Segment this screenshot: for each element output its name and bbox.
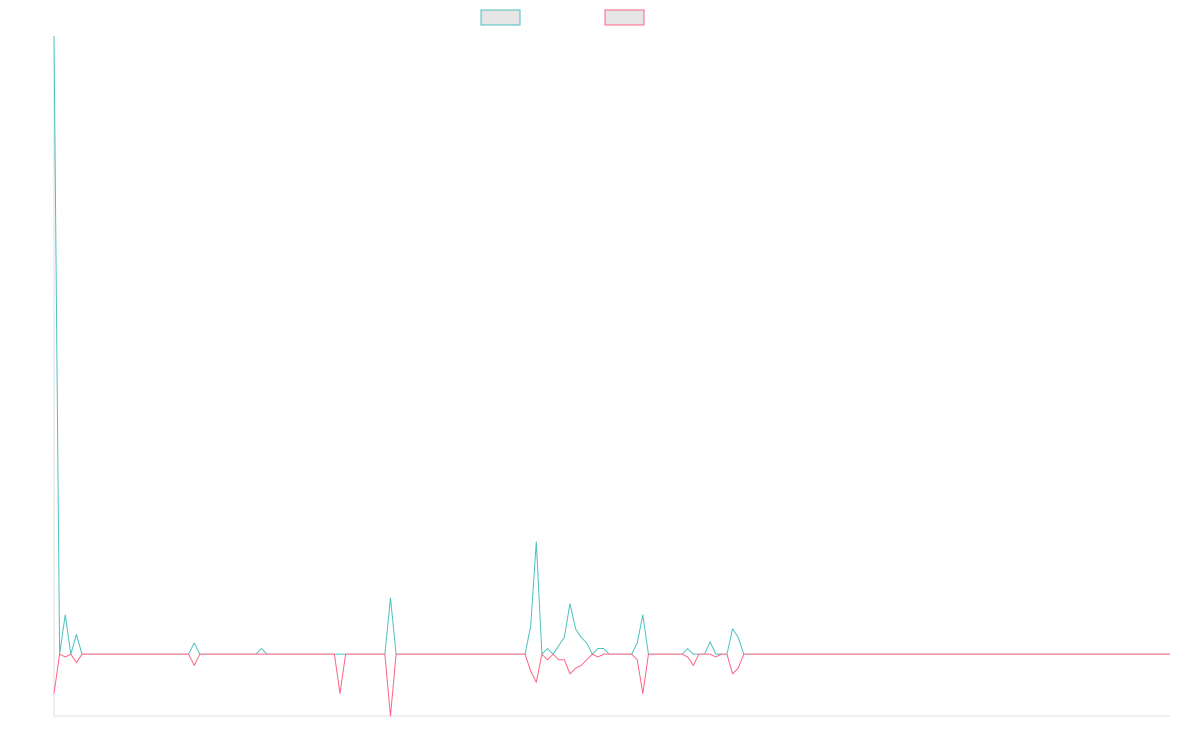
legend-swatch-series-a[interactable]	[480, 9, 521, 26]
legend-swatch-series-b[interactable]	[604, 9, 645, 26]
series-b-line	[53, 653, 1170, 717]
series-a-line	[53, 35, 1170, 655]
legend	[480, 9, 645, 26]
series-layer	[53, 35, 1170, 717]
